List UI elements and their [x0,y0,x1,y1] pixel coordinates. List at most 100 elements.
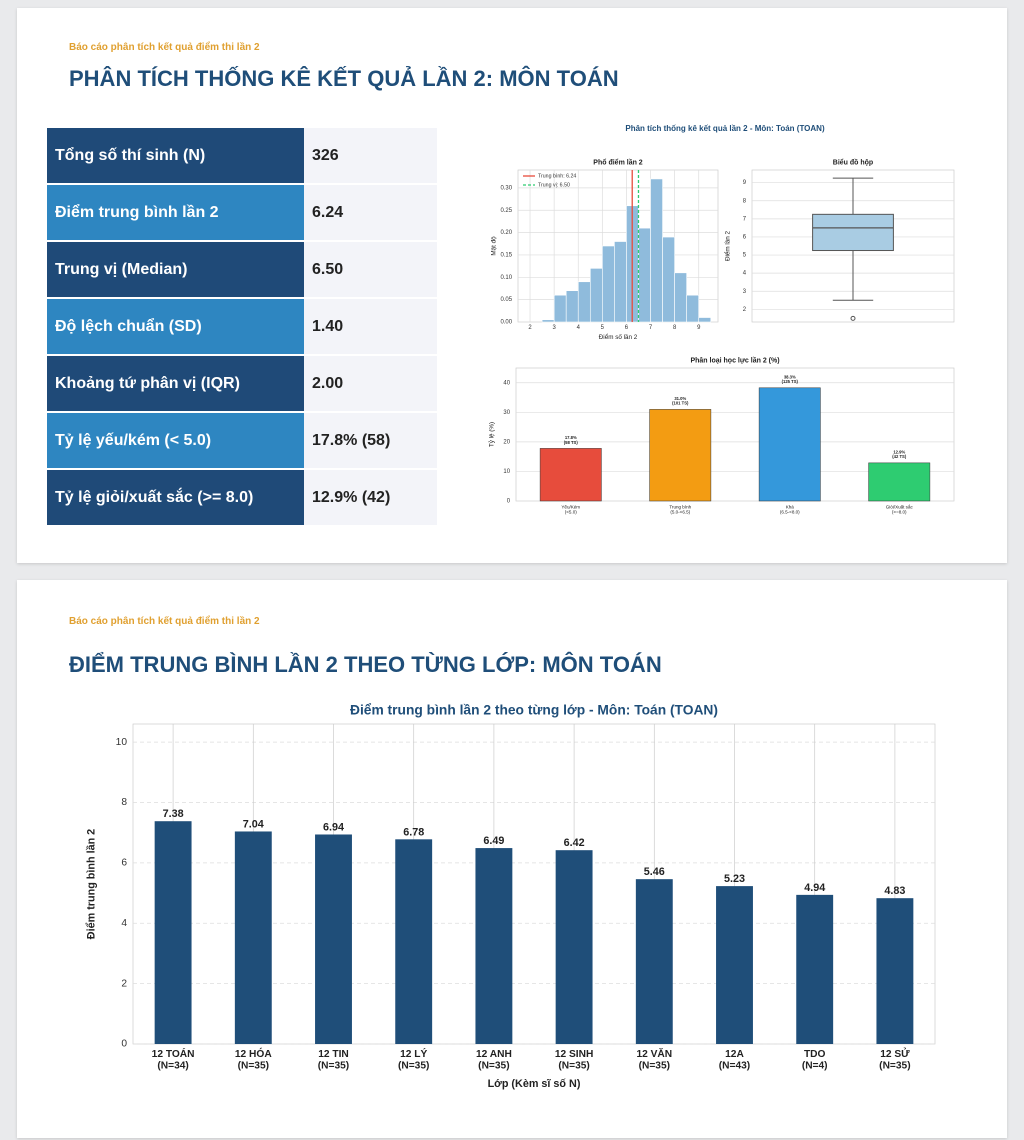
x-tick-label: 3 [552,325,556,331]
box [812,213,894,252]
bar [234,831,272,1044]
chart-title: Phổ điểm lần 2 [593,157,643,166]
stat-value: 1.40 [304,299,437,354]
y-tick-label: 6 [121,858,127,869]
x-tick-label: 12 LÝ (N=35) [398,1047,429,1071]
y-tick-label: 0.25 [500,208,512,214]
x-tick-label: 9 [697,325,701,331]
slide-header: Báo cáo phân tích kết quả điểm thi lần 2 [69,616,260,627]
histogram-bar [614,241,627,323]
bar [796,894,834,1044]
stat-value: 2.00 [304,356,437,411]
outlier [850,315,856,321]
y-tick-label: 40 [503,380,510,386]
stat-value: 17.8% (58) [304,413,437,468]
y-tick-label: 0.10 [500,275,512,281]
table-row: Khoảng tứ phân vị (IQR) 2.00 [47,356,437,411]
analysis-figure: Phân tích thống kê kết quả lần 2 - Môn: … [489,124,955,515]
histogram-bar [541,319,555,323]
value-label: 31.0% (101 TS) [672,396,689,406]
histogram-bar [650,178,663,323]
x-tick-label: 6 [625,325,629,331]
x-tick-label: 7 [649,325,652,331]
bar [868,462,931,502]
table-row: Tổng số thí sinh (N) 326 [47,128,437,183]
histogram-bar [553,294,567,323]
histogram-bar [589,268,603,323]
x-tick-label: Yếu/Kém (<5.0) [561,505,580,515]
stat-value: 6.50 [304,242,437,297]
value-label: 4.83 [884,885,905,897]
value-label: 6.94 [323,821,344,833]
y-axis-label: Mật độ [491,236,498,256]
bar [876,898,914,1044]
y-tick-label: 10 [116,737,128,748]
value-label: 6.49 [483,835,504,847]
stat-value: 12.9% (42) [304,470,437,525]
x-tick-label: 2 [528,325,531,331]
x-tick-label: 12 TIN (N=35) [318,1049,349,1071]
stat-label: Tỷ lệ yếu/kém (< 5.0) [47,413,304,468]
x-tick-label: Giỏi/Xuất sắc (>=8.0) [886,504,914,515]
y-axis-label: Tỷ lệ (%) [489,422,496,447]
x-tick-label: 5 [601,325,605,331]
y-tick-label: 4 [743,271,747,277]
y-tick-label: 8 [743,198,747,204]
stat-label: Khoảng tứ phân vị (IQR) [47,356,304,411]
x-tick-label: 8 [673,325,677,331]
table-row: Trung vị (Median) 6.50 [47,242,437,297]
chart-title: Phân loại học lực lần 2 (%) [690,355,779,364]
y-tick-label: 0.15 [500,253,512,259]
x-tick-label: 12 TOÁN (N=34) [152,1047,195,1071]
bar [716,886,753,1044]
bar [539,448,602,502]
y-tick-label: 0.30 [500,185,512,191]
slide-2: Báo cáo phân tích kết quả điểm thi lần 2… [17,580,1007,1138]
bar [758,387,821,502]
y-tick-label: 6 [743,235,747,241]
x-tick-label: 12 SỬ (N=35) [879,1047,910,1071]
bar [649,409,712,502]
legend-label: Trung vị: 6.50 [538,182,570,188]
value-label: 7.38 [163,808,184,820]
y-tick-label: 0 [507,499,511,505]
x-axis-label: Lớp (Kèm sĩ số N) [488,1078,581,1090]
value-label: 12.9% (42 TS) [892,450,907,460]
bar [475,848,513,1044]
table-row: Độ lệch chuẩn (SD) 1.40 [47,299,437,354]
y-tick-label: 30 [503,410,510,416]
chart-title: Điểm trung bình lần 2 theo từng lớp - Mô… [350,702,718,717]
x-tick-label: Trung bình (5.0-<6.5) [669,505,691,515]
class-chart: Điểm trung bình lần 2 theo từng lớp - Mô… [86,702,936,1090]
x-tick-label: Khá (6.5-<8.0) [780,505,800,515]
bar [395,839,433,1044]
chart-title: Biểu đồ hộp [833,157,873,166]
table-row: Tỷ lệ giỏi/xuất sắc (>= 8.0) 12.9% (42) [47,470,437,525]
y-tick-label: 0.20 [500,230,512,236]
y-tick-label: 7 [743,216,746,222]
histogram-bar [686,294,700,323]
histogram-bar [698,317,712,323]
y-axis-label: Điểm lần 2 [723,230,732,261]
table-row: Điểm trung bình lần 2 6.24 [47,185,437,240]
y-tick-label: 2 [121,978,127,989]
x-tick-label: 12 VĂN (N=35) [636,1047,672,1071]
stat-value: 6.24 [304,185,437,240]
y-tick-label: 0 [121,1039,127,1050]
histogram-bar [638,227,651,323]
value-label: 5.23 [724,873,745,885]
bar [635,879,673,1044]
x-tick-label: 12 ANH (N=35) [476,1049,512,1071]
y-tick-label: 0.00 [500,320,512,326]
stat-value: 326 [304,128,437,183]
legend-label: Trung bình: 6.24 [538,173,576,179]
value-label: 17.8% (58 TS) [564,435,579,445]
value-label: 38.3% (125 TS) [782,375,799,385]
stat-label: Tổng số thí sinh (N) [47,128,304,183]
y-tick-label: 0.05 [500,297,512,303]
stat-label: Trung vị (Median) [47,242,304,297]
slide-header: Báo cáo phân tích kết quả điểm thi lần 2 [69,42,260,53]
value-label: 6.42 [564,837,585,849]
x-tick-label: 4 [577,325,581,331]
